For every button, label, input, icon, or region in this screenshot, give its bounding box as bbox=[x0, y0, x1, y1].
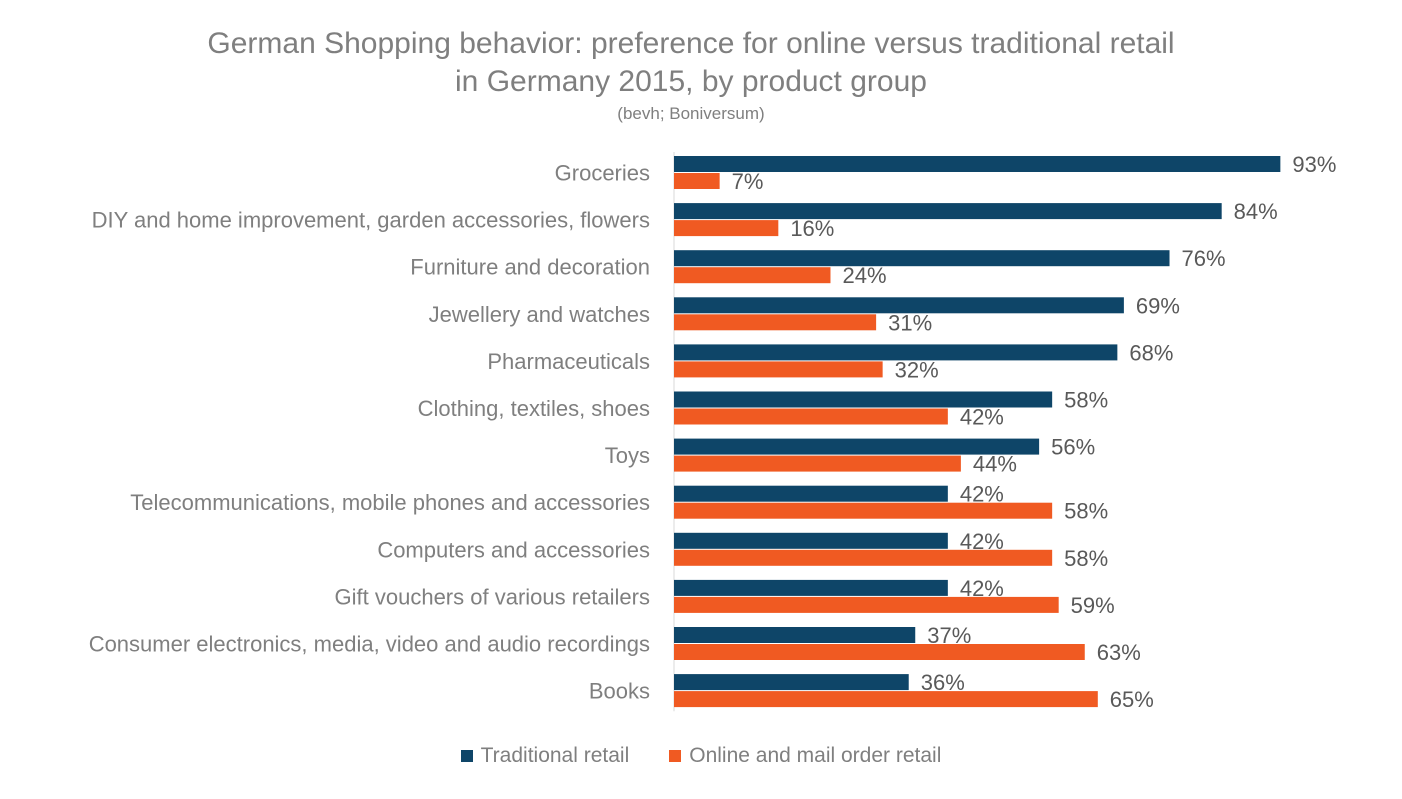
data-label-traditional: 42% bbox=[960, 482, 1004, 507]
bar-online bbox=[674, 455, 961, 472]
legend-swatch-online bbox=[669, 750, 682, 762]
bar-online bbox=[674, 314, 877, 331]
category-label: Clothing, textiles, shoes bbox=[418, 396, 650, 421]
category-label: Groceries bbox=[555, 161, 650, 186]
data-label-online: 58% bbox=[1064, 499, 1108, 524]
chart-subtitle: (bevh; Boniversum) bbox=[617, 104, 765, 123]
bar-traditional bbox=[674, 297, 1124, 314]
category-label: Computers and accessories bbox=[377, 537, 650, 562]
bar-traditional bbox=[674, 203, 1222, 220]
data-label-traditional: 84% bbox=[1234, 199, 1278, 224]
data-label-online: 65% bbox=[1110, 687, 1154, 712]
data-label-online: 31% bbox=[888, 310, 932, 335]
category-label: Gift vouchers of various retailers bbox=[335, 584, 650, 609]
category-label: Toys bbox=[605, 443, 650, 468]
category-label: Pharmaceuticals bbox=[487, 349, 650, 374]
bar-online bbox=[674, 596, 1059, 613]
data-label-online: 7% bbox=[732, 169, 764, 194]
bar-online bbox=[674, 361, 883, 378]
data-label-traditional: 68% bbox=[1129, 340, 1173, 365]
bar-online bbox=[674, 173, 720, 189]
chart-title: German Shopping behavior: preference for… bbox=[207, 27, 1175, 60]
legend-item-online: Online and mail order retail bbox=[669, 744, 941, 768]
data-label-online: 42% bbox=[960, 405, 1004, 430]
category-label: Jewellery and watches bbox=[429, 302, 650, 327]
bar-traditional bbox=[674, 250, 1170, 267]
legend-swatch-traditional bbox=[460, 750, 473, 762]
legend-label-traditional: Traditional retail bbox=[480, 744, 630, 767]
legend-label-online: Online and mail order retail bbox=[689, 744, 942, 767]
bar-online bbox=[674, 549, 1053, 566]
bar-traditional bbox=[674, 438, 1040, 455]
category-label: Furniture and decoration bbox=[410, 255, 650, 280]
data-label-traditional: 42% bbox=[960, 576, 1004, 601]
data-label-traditional: 36% bbox=[921, 670, 965, 695]
chart-title-line-2: in Germany 2015, by product group bbox=[455, 65, 927, 98]
bar-traditional bbox=[674, 674, 909, 691]
bar-traditional bbox=[674, 579, 948, 596]
bar-online bbox=[674, 220, 779, 237]
data-label-traditional: 76% bbox=[1182, 246, 1226, 271]
data-label-traditional: 58% bbox=[1064, 388, 1108, 413]
data-label-online: 44% bbox=[973, 452, 1017, 477]
legend-item-traditional: Traditional retail bbox=[460, 744, 630, 768]
data-label-traditional: 37% bbox=[927, 623, 971, 648]
bar-online bbox=[674, 267, 831, 284]
category-label: Consumer electronics, media, video and a… bbox=[89, 632, 650, 657]
data-label-online: 58% bbox=[1064, 546, 1108, 571]
bar-traditional bbox=[674, 344, 1118, 361]
data-label-traditional: 93% bbox=[1292, 152, 1336, 177]
bar-traditional bbox=[674, 532, 948, 549]
data-label-online: 32% bbox=[895, 357, 939, 382]
data-label-online: 59% bbox=[1071, 593, 1115, 618]
data-label-online: 63% bbox=[1097, 640, 1141, 665]
bar-online bbox=[674, 691, 1098, 708]
bar-online bbox=[674, 502, 1053, 519]
data-label-traditional: 42% bbox=[960, 529, 1004, 554]
category-label: Books bbox=[589, 679, 650, 704]
data-label-traditional: 56% bbox=[1051, 435, 1095, 460]
category-label: DIY and home improvement, garden accesso… bbox=[92, 208, 650, 233]
bar-traditional bbox=[674, 485, 948, 502]
chart-legend: Traditional retail Online and mail order… bbox=[0, 744, 1402, 768]
bar-online bbox=[674, 408, 948, 425]
category-label: Telecommunications, mobile phones and ac… bbox=[130, 490, 650, 515]
data-label-traditional: 69% bbox=[1136, 293, 1180, 318]
bar-online bbox=[674, 644, 1085, 660]
bar-traditional bbox=[674, 156, 1281, 172]
data-label-online: 24% bbox=[842, 263, 886, 288]
bar-traditional bbox=[674, 627, 916, 643]
bar-traditional bbox=[674, 391, 1053, 408]
data-label-online: 16% bbox=[790, 216, 834, 241]
